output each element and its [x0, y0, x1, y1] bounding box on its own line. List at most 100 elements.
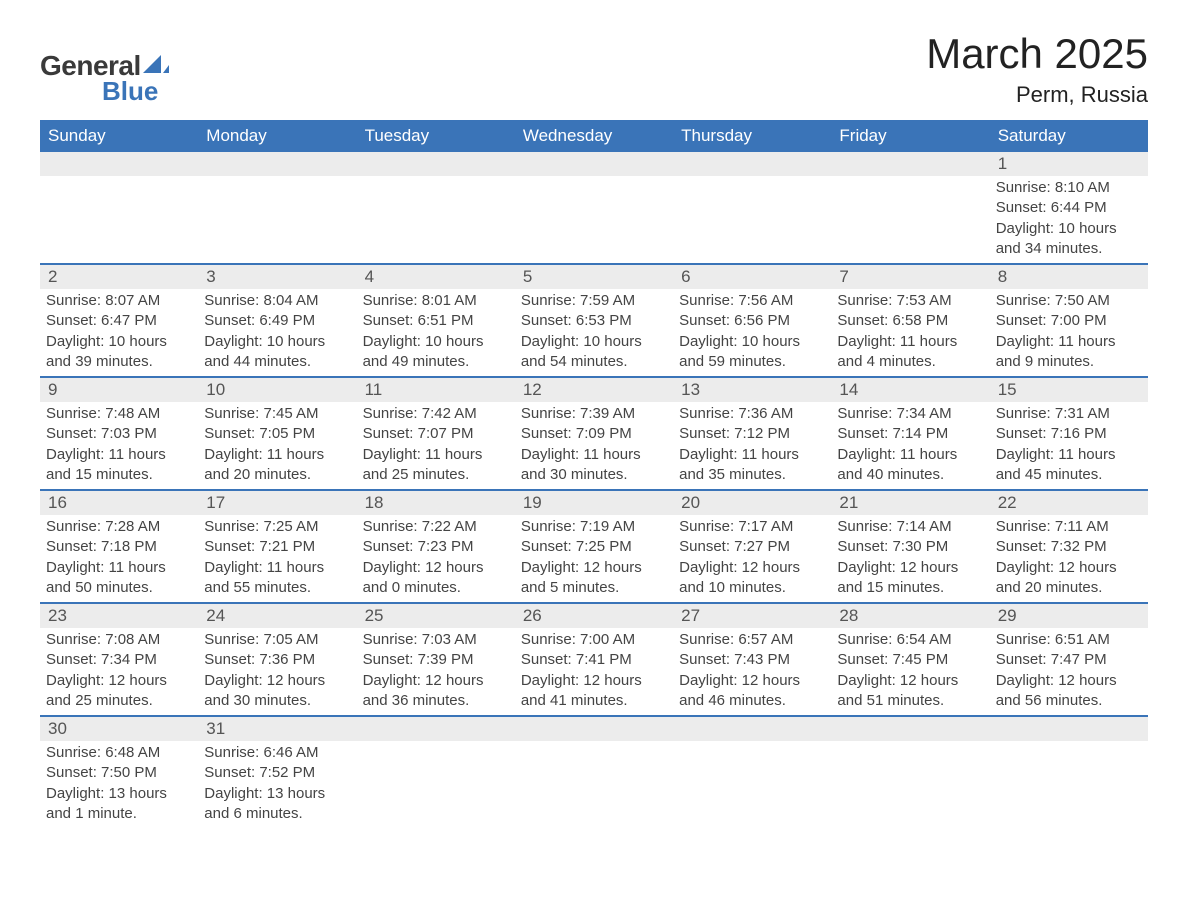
- daylight-text: Daylight: 11 hours and 50 minutes.: [46, 558, 190, 599]
- daylight-text: Daylight: 11 hours and 15 minutes.: [46, 445, 190, 486]
- sunset-text: Sunset: 6:44 PM: [996, 198, 1140, 218]
- daylight-text: Daylight: 12 hours and 5 minutes.: [521, 558, 665, 599]
- day-content-cell: [40, 176, 198, 264]
- day-number-cell: 27: [673, 603, 831, 628]
- daylight-text: Daylight: 10 hours and 59 minutes.: [679, 332, 823, 373]
- daylight-text: Daylight: 12 hours and 51 minutes.: [837, 671, 981, 712]
- day-number-cell: 2: [40, 264, 198, 289]
- day-content-cell: Sunrise: 7:48 AMSunset: 7:03 PMDaylight:…: [40, 402, 198, 490]
- day-number-cell: 24: [198, 603, 356, 628]
- sunset-text: Sunset: 7:50 PM: [46, 763, 190, 783]
- day-number-cell: 12: [515, 377, 673, 402]
- month-title: March 2025: [926, 30, 1148, 78]
- day-number-cell: 22: [990, 490, 1148, 515]
- sunset-text: Sunset: 7:18 PM: [46, 537, 190, 557]
- logo-text-blue: Blue: [102, 76, 169, 107]
- week-1-content-row: Sunrise: 8:07 AMSunset: 6:47 PMDaylight:…: [40, 289, 1148, 377]
- day-number-cell: 1: [990, 152, 1148, 176]
- day-content-cell: Sunrise: 6:54 AMSunset: 7:45 PMDaylight:…: [831, 628, 989, 716]
- day-number-cell: [198, 152, 356, 176]
- day-content-cell: [990, 741, 1148, 828]
- sunset-text: Sunset: 7:34 PM: [46, 650, 190, 670]
- day-content-cell: Sunrise: 8:01 AMSunset: 6:51 PMDaylight:…: [357, 289, 515, 377]
- sunrise-text: Sunrise: 6:48 AM: [46, 743, 190, 763]
- daylight-text: Daylight: 10 hours and 39 minutes.: [46, 332, 190, 373]
- day-of-week-header-row: SundayMondayTuesdayWednesdayThursdayFrid…: [40, 120, 1148, 152]
- day-number-cell: 28: [831, 603, 989, 628]
- day-number-cell: 19: [515, 490, 673, 515]
- day-content-cell: Sunrise: 7:00 AMSunset: 7:41 PMDaylight:…: [515, 628, 673, 716]
- week-5-content-row: Sunrise: 6:48 AMSunset: 7:50 PM Daylight:…: [40, 741, 1148, 828]
- day-number-cell: 11: [357, 377, 515, 402]
- sunset-text: Sunset: 7:52 PM: [204, 763, 348, 783]
- week-4-content-row: Sunrise: 7:08 AMSunset: 7:34 PMDaylight:…: [40, 628, 1148, 716]
- week-4-daynum-row: 23242526272829: [40, 603, 1148, 628]
- day-content-cell: [673, 741, 831, 828]
- sunrise-text: Sunrise: 7:08 AM: [46, 630, 190, 650]
- day-number-cell: 23: [40, 603, 198, 628]
- day-content-cell: Sunrise: 7:42 AMSunset: 7:07 PMDaylight:…: [357, 402, 515, 490]
- daylight-text: Daylight: 10 hours and 49 minutes.: [363, 332, 507, 373]
- sunrise-text: Sunrise: 7:45 AM: [204, 404, 348, 424]
- day-number-cell: 21: [831, 490, 989, 515]
- sunrise-text: Sunrise: 7:53 AM: [837, 291, 981, 311]
- sunrise-text: Sunrise: 7:34 AM: [837, 404, 981, 424]
- sunset-text: Sunset: 7:36 PM: [204, 650, 348, 670]
- day-content-cell: Sunrise: 7:36 AMSunset: 7:12 PMDaylight:…: [673, 402, 831, 490]
- day-content-cell: Sunrise: 7:34 AMSunset: 7:14 PMDaylight:…: [831, 402, 989, 490]
- sunset-text: Sunset: 7:27 PM: [679, 537, 823, 557]
- day-content-cell: [198, 176, 356, 264]
- day-number-cell: 14: [831, 377, 989, 402]
- day-number-cell: [40, 152, 198, 176]
- sunset-text: Sunset: 7:00 PM: [996, 311, 1140, 331]
- daylight-text: Daylight: 11 hours and 25 minutes.: [363, 445, 507, 486]
- daylight-text: Daylight: 12 hours and 0 minutes.: [363, 558, 507, 599]
- day-number-cell: 15: [990, 377, 1148, 402]
- day-number-cell: 29: [990, 603, 1148, 628]
- day-content-cell: Sunrise: 7:25 AMSunset: 7:21 PMDaylight:…: [198, 515, 356, 603]
- sunrise-text: Sunrise: 6:57 AM: [679, 630, 823, 650]
- day-content-cell: Sunrise: 7:05 AMSunset: 7:36 PMDaylight:…: [198, 628, 356, 716]
- calendar-table: SundayMondayTuesdayWednesdayThursdayFrid…: [40, 120, 1148, 828]
- sunrise-text: Sunrise: 7:56 AM: [679, 291, 823, 311]
- day-header-sunday: Sunday: [40, 120, 198, 152]
- sunset-text: Sunset: 7:07 PM: [363, 424, 507, 444]
- location: Perm, Russia: [926, 82, 1148, 108]
- daylight-text: Daylight: 12 hours and 25 minutes.: [46, 671, 190, 712]
- sunrise-text: Sunrise: 7:17 AM: [679, 517, 823, 537]
- sunrise-text: Sunrise: 7:14 AM: [837, 517, 981, 537]
- daylight-text: Daylight: 13 hours and 6 minutes.: [204, 784, 348, 825]
- day-content-cell: Sunrise: 6:46 AMSunset: 7:52 PMDaylight:…: [198, 741, 356, 828]
- sunrise-text: Sunrise: 6:54 AM: [837, 630, 981, 650]
- sunrise-text: Sunrise: 7:19 AM: [521, 517, 665, 537]
- day-content-cell: Sunrise: 8:07 AMSunset: 6:47 PMDaylight:…: [40, 289, 198, 377]
- daylight-text: Daylight: 12 hours and 10 minutes.: [679, 558, 823, 599]
- title-block: March 2025 Perm, Russia: [926, 30, 1148, 108]
- day-content-cell: Sunrise: 7:17 AMSunset: 7:27 PMDaylight:…: [673, 515, 831, 603]
- day-header-thursday: Thursday: [673, 120, 831, 152]
- logo: General Blue: [40, 50, 169, 107]
- day-number-cell: [515, 716, 673, 741]
- day-number-cell: [357, 152, 515, 176]
- day-header-tuesday: Tuesday: [357, 120, 515, 152]
- day-content-cell: Sunrise: 7:59 AMSunset: 6:53 PMDaylight:…: [515, 289, 673, 377]
- week-5-daynum-row: 3031: [40, 716, 1148, 741]
- day-number-cell: [515, 152, 673, 176]
- day-header-friday: Friday: [831, 120, 989, 152]
- day-number-cell: [673, 716, 831, 741]
- day-content-cell: Sunrise: 6:48 AMSunset: 7:50 PMDaylight:…: [40, 741, 198, 828]
- day-content-cell: Sunrise: 7:08 AMSunset: 7:34 PMDaylight:…: [40, 628, 198, 716]
- week-2-daynum-row: 9101112131415: [40, 377, 1148, 402]
- daylight-text: Daylight: 11 hours and 20 minutes.: [204, 445, 348, 486]
- day-content-cell: Sunrise: 8:10 AMSunset: 6:44 PMDaylight:…: [990, 176, 1148, 264]
- sunset-text: Sunset: 6:51 PM: [363, 311, 507, 331]
- day-content-cell: Sunrise: 6:57 AMSunset: 7:43 PMDaylight:…: [673, 628, 831, 716]
- day-number-cell: [357, 716, 515, 741]
- sunrise-text: Sunrise: 8:01 AM: [363, 291, 507, 311]
- daylight-text: Daylight: 11 hours and 40 minutes.: [837, 445, 981, 486]
- daylight-text: Daylight: 10 hours and 54 minutes.: [521, 332, 665, 373]
- day-content-cell: [357, 741, 515, 828]
- day-number-cell: [990, 716, 1148, 741]
- sunset-text: Sunset: 7:45 PM: [837, 650, 981, 670]
- sunset-text: Sunset: 6:53 PM: [521, 311, 665, 331]
